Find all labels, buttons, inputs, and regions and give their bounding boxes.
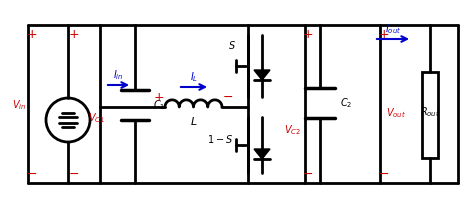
Text: −: − (303, 167, 313, 180)
Text: $S$: $S$ (228, 39, 236, 51)
Text: −: − (379, 167, 389, 180)
Text: −: − (69, 167, 79, 180)
Bar (422, 72, 438, 158)
Text: +: + (303, 28, 313, 41)
Text: $C_1$: $C_1$ (153, 98, 165, 112)
Text: $I_L$: $I_L$ (190, 70, 198, 84)
Text: $V_{C1}$: $V_{C1}$ (88, 111, 105, 125)
Polygon shape (254, 149, 270, 159)
Text: $V_{out}$: $V_{out}$ (386, 106, 406, 120)
Text: $R_{out}$: $R_{out}$ (420, 105, 440, 119)
Text: $I_{out}$: $I_{out}$ (385, 22, 401, 36)
Text: −: − (223, 90, 233, 103)
Text: +: + (379, 28, 389, 41)
Text: $V_{in}$: $V_{in}$ (11, 98, 26, 112)
Text: +: + (69, 28, 79, 41)
Text: $1-S$: $1-S$ (207, 133, 233, 145)
Text: $C_2$: $C_2$ (340, 96, 352, 110)
Text: $I_{in}$: $I_{in}$ (113, 68, 124, 82)
Text: +: + (154, 90, 164, 103)
Text: −: − (27, 167, 37, 180)
Polygon shape (254, 70, 270, 80)
Text: $V_{C2}$: $V_{C2}$ (284, 123, 301, 137)
Text: $L$: $L$ (190, 115, 197, 127)
Text: +: + (27, 28, 37, 41)
